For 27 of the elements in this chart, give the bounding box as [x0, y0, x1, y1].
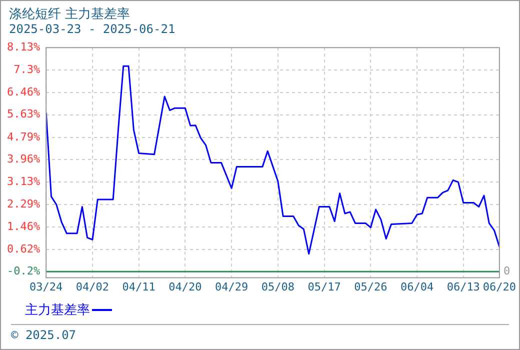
x-tick-label: 06/20	[482, 280, 516, 294]
x-tick-label: 05/17	[308, 280, 341, 294]
ref-line-label: 0	[503, 264, 510, 278]
y-tick-label: 6.46%	[6, 85, 40, 98]
y-tick-label: 3.96%	[6, 152, 40, 166]
x-tick-label: 04/29	[215, 280, 248, 294]
y-tick-label: 8.13%	[6, 40, 40, 54]
y-tick-label: 3.13%	[6, 174, 40, 188]
y-tick-label: 1.46%	[6, 220, 40, 233]
y-tick-label: -0.2%	[6, 264, 40, 278]
y-tick-label: 7.3%	[14, 62, 40, 76]
text: © 2025.07	[11, 328, 76, 342]
y-tick-label: 2.29%	[6, 198, 40, 211]
x-tick-label: 04/11	[122, 280, 156, 294]
x-tick-label: 05/26	[354, 280, 388, 294]
y-tick-label: 5.63%	[6, 108, 40, 121]
x-tick-label: 05/08	[261, 280, 294, 294]
y-tick-label: 0.62%	[6, 242, 40, 256]
chart-subtitle: 2025-03-23 - 2025-06-21	[9, 22, 176, 36]
x-tick-label: 03/24	[30, 280, 64, 294]
y-tick-label: 4.79%	[6, 130, 40, 144]
chart-title: 涤纶短纤 主力基差率	[9, 6, 130, 23]
x-tick-label: 04/02	[76, 280, 110, 294]
x-tick-label: 04/20	[168, 280, 202, 294]
x-tick-label: 06/04	[400, 280, 434, 294]
legend-label: 主力基差率	[25, 302, 90, 319]
x-tick-label: 06/13	[446, 280, 480, 294]
